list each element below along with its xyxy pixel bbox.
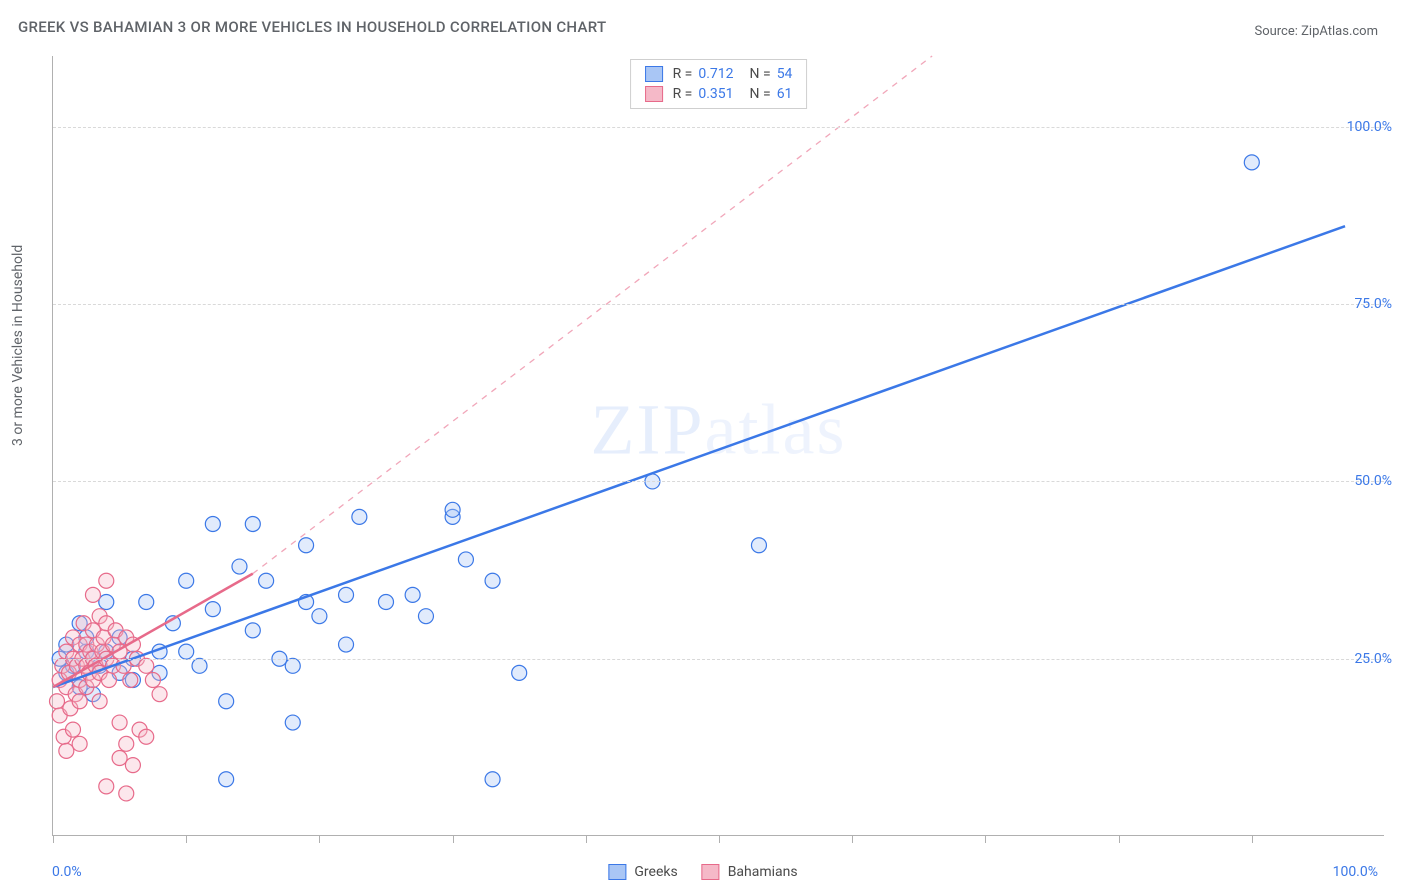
stats-text: R =0.351N =61 — [673, 86, 793, 102]
scatter-point — [192, 658, 207, 673]
legend-swatch — [645, 66, 663, 82]
trend-line — [53, 226, 1345, 687]
stats-row: R =0.712N =54 — [631, 64, 807, 84]
scatter-point — [219, 694, 234, 709]
scatter-point — [205, 517, 220, 532]
x-tick — [1119, 835, 1120, 843]
scatter-point — [445, 502, 460, 517]
scatter-point — [119, 736, 134, 751]
scatter-point — [418, 609, 433, 624]
scatter-point — [139, 658, 154, 673]
scatter-point — [72, 694, 87, 709]
legend-item: Bahamians — [702, 864, 798, 880]
scatter-point — [145, 673, 160, 688]
y-tick-label: 75.0% — [1354, 296, 1392, 312]
scatter-point — [512, 665, 527, 680]
scatter-point — [259, 573, 274, 588]
scatter-point — [99, 595, 114, 610]
scatter-point — [59, 743, 74, 758]
x-tick — [53, 835, 54, 843]
scatter-point — [152, 687, 167, 702]
stats-row: R =0.351N =61 — [631, 84, 807, 104]
scatter-point — [379, 595, 394, 610]
scatter-point — [205, 602, 220, 617]
stats-text: R =0.712N =54 — [673, 66, 793, 82]
scatter-point — [99, 573, 114, 588]
gridline — [53, 481, 1384, 482]
scatter-point — [123, 673, 138, 688]
y-axis-label: 3 or more Vehicles in Household — [10, 245, 26, 446]
scatter-point — [458, 552, 473, 567]
legend-label: Greeks — [634, 864, 677, 880]
scatter-point — [72, 736, 87, 751]
scatter-point — [339, 587, 354, 602]
plot-svg — [53, 56, 1384, 835]
x-tick — [852, 835, 853, 843]
x-tick — [985, 835, 986, 843]
scatter-point — [139, 729, 154, 744]
scatter-point — [219, 772, 234, 787]
y-tick-label: 25.0% — [1354, 651, 1392, 667]
x-tick — [319, 835, 320, 843]
plot-area: ZIPatlas R =0.712N =54R =0.351N =61 — [52, 56, 1384, 836]
gridline — [53, 659, 1384, 660]
chart-container: GREEK VS BAHAMIAN 3 OR MORE VEHICLES IN … — [0, 0, 1406, 892]
x-min-label: 0.0% — [52, 864, 82, 880]
scatter-point — [125, 758, 140, 773]
scatter-point — [232, 559, 247, 574]
scatter-point — [285, 715, 300, 730]
trend-line-dashed — [253, 56, 932, 574]
scatter-point — [751, 538, 766, 553]
scatter-point — [312, 609, 327, 624]
scatter-point — [1244, 155, 1259, 170]
gridline — [53, 304, 1384, 305]
scatter-point — [245, 623, 260, 638]
scatter-point — [485, 772, 500, 787]
scatter-point — [285, 658, 300, 673]
scatter-point — [49, 694, 64, 709]
legend-label: Bahamians — [728, 864, 798, 880]
legend-swatch — [608, 864, 626, 880]
scatter-point — [179, 573, 194, 588]
scatter-point — [112, 715, 127, 730]
scatter-point — [339, 637, 354, 652]
chart-title: GREEK VS BAHAMIAN 3 OR MORE VEHICLES IN … — [18, 18, 606, 36]
scatter-point — [119, 786, 134, 801]
scatter-point — [139, 595, 154, 610]
x-tick — [586, 835, 587, 843]
x-tick — [719, 835, 720, 843]
scatter-point — [85, 587, 100, 602]
scatter-point — [299, 538, 314, 553]
gridline — [53, 127, 1384, 128]
bottom-legend: Greeks Bahamians — [608, 864, 797, 880]
stats-legend: R =0.712N =54 R =0.351N =61 — [630, 59, 808, 109]
x-max-label: 100.0% — [1333, 864, 1378, 880]
scatter-point — [99, 779, 114, 794]
x-tick — [186, 835, 187, 843]
legend-swatch — [645, 86, 663, 102]
scatter-point — [405, 587, 420, 602]
source-label: Source: ZipAtlas.com — [1254, 24, 1378, 39]
scatter-point — [179, 644, 194, 659]
scatter-point — [352, 509, 367, 524]
scatter-point — [485, 573, 500, 588]
scatter-point — [112, 751, 127, 766]
scatter-point — [92, 694, 107, 709]
scatter-point — [245, 517, 260, 532]
x-tick — [1252, 835, 1253, 843]
y-tick-label: 100.0% — [1347, 119, 1392, 135]
scatter-point — [101, 673, 116, 688]
legend-swatch — [702, 864, 720, 880]
y-tick-label: 50.0% — [1354, 473, 1392, 489]
scatter-point — [65, 722, 80, 737]
x-tick — [453, 835, 454, 843]
legend-item: Greeks — [608, 864, 677, 880]
